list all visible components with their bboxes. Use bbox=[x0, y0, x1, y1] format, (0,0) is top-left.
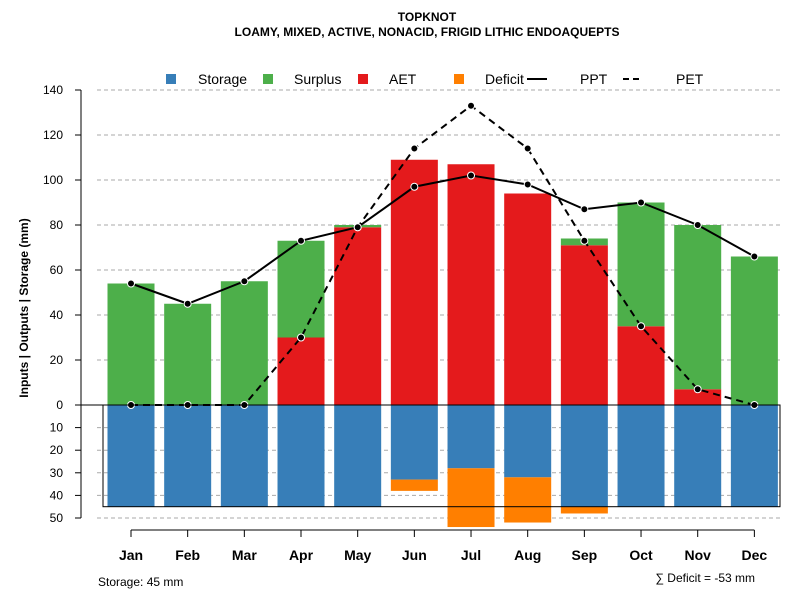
y-tick-label-140: 140 bbox=[43, 83, 63, 97]
legend-swatch-aet bbox=[358, 74, 368, 84]
bar-deficit-Sep bbox=[560, 506, 608, 514]
bar-aet-Jun bbox=[390, 159, 438, 405]
bar-aet-Aug bbox=[504, 193, 552, 405]
ppt-point-Aug bbox=[523, 180, 532, 189]
y-tick-label-40: 40 bbox=[50, 308, 64, 322]
pet-point-May bbox=[353, 223, 362, 232]
bar-deficit-Jun bbox=[390, 479, 438, 491]
legend-label-surplus: Surplus bbox=[294, 71, 341, 87]
bar-aet-Apr bbox=[277, 337, 325, 405]
x-tick-label-Jul: Jul bbox=[461, 547, 481, 563]
ppt-point-Dec bbox=[750, 252, 759, 261]
bar-aet-Nov bbox=[674, 389, 722, 405]
bar-aet-Jul bbox=[447, 164, 495, 405]
bar-surplus-Jan bbox=[107, 283, 155, 405]
x-tick-label-Apr: Apr bbox=[289, 547, 314, 563]
bar-deficit-Aug bbox=[504, 477, 552, 523]
ppt-point-Jul bbox=[467, 171, 476, 180]
bar-deficit-Jul bbox=[447, 468, 495, 528]
bar-storage-Dec bbox=[730, 405, 778, 507]
pet-point-Apr bbox=[297, 333, 306, 342]
y-tick-label-lower-10: 10 bbox=[50, 421, 64, 435]
ppt-line bbox=[130, 174, 755, 305]
series-lines bbox=[127, 101, 759, 409]
x-tick-label-Aug: Aug bbox=[514, 547, 541, 563]
y-axis-label: Inputs | Outputs | Storage (mm) bbox=[17, 218, 31, 397]
x-tick-label-Feb: Feb bbox=[175, 547, 200, 563]
x-tick-label-Mar: Mar bbox=[232, 547, 257, 563]
legend: Storage Surplus AET Deficit PPT PET bbox=[166, 71, 704, 87]
bar-storage-Mar bbox=[220, 405, 268, 507]
ppt-point-Oct bbox=[637, 198, 646, 207]
bar-storage-Jul bbox=[447, 405, 495, 469]
bar-surplus-Feb bbox=[164, 303, 212, 405]
legend-label-storage: Storage bbox=[198, 71, 247, 87]
x-tick-label-Jan: Jan bbox=[119, 547, 143, 563]
x-tick-label-Nov: Nov bbox=[684, 547, 711, 563]
bar-surplus-Mar bbox=[220, 281, 268, 405]
y-tick-label-120: 120 bbox=[43, 128, 63, 142]
legend-label-ppt: PPT bbox=[580, 71, 608, 87]
bar-aet-Oct bbox=[617, 326, 665, 405]
y-tick-label-0: 0 bbox=[56, 398, 63, 412]
ppt-point-Mar bbox=[240, 277, 249, 286]
bars bbox=[107, 159, 778, 528]
y-tick-label-100: 100 bbox=[43, 173, 63, 187]
legend-label-aet: AET bbox=[389, 71, 417, 87]
bar-surplus-Dec bbox=[730, 256, 778, 405]
bar-storage-Jan bbox=[107, 405, 155, 507]
pet-point-Nov bbox=[693, 385, 702, 394]
bar-aet-Sep bbox=[560, 245, 608, 405]
bar-surplus-Nov bbox=[674, 225, 722, 390]
x-tick-label-May: May bbox=[344, 547, 371, 563]
storage-note: Storage: 45 mm bbox=[98, 575, 183, 589]
bar-storage-Nov bbox=[674, 405, 722, 507]
chart-title: TOPKNOT bbox=[398, 10, 457, 24]
bar-storage-Aug bbox=[504, 405, 552, 478]
y-tick-label-60: 60 bbox=[50, 263, 64, 277]
bar-storage-Sep bbox=[560, 405, 608, 507]
bar-storage-Oct bbox=[617, 405, 665, 507]
bar-surplus-Apr bbox=[277, 240, 325, 338]
pet-point-Oct bbox=[637, 322, 646, 331]
y-tick-label-lower-20: 20 bbox=[50, 443, 64, 457]
y-tick-label-lower-50: 50 bbox=[50, 511, 64, 525]
legend-label-deficit: Deficit bbox=[485, 71, 524, 87]
pet-point-Sep bbox=[580, 236, 589, 245]
chart-subtitle: LOAMY, MIXED, ACTIVE, NONACID, FRIGID LI… bbox=[235, 25, 620, 39]
bar-aet-May bbox=[334, 227, 382, 405]
ppt-point-Jun bbox=[410, 182, 419, 191]
x-tick-label-Dec: Dec bbox=[742, 547, 768, 563]
legend-label-pet: PET bbox=[676, 71, 704, 87]
legend-swatch-surplus bbox=[263, 74, 273, 84]
y-tick-label-lower-30: 30 bbox=[50, 466, 64, 480]
y-tick-label-lower-40: 40 bbox=[50, 488, 64, 502]
legend-swatch-storage bbox=[166, 74, 176, 84]
bar-storage-Apr bbox=[277, 405, 325, 507]
ppt-point-Sep bbox=[580, 205, 589, 214]
ppt-point-Apr bbox=[297, 236, 306, 245]
ppt-point-Feb bbox=[183, 299, 192, 308]
x-tick-label-Jun: Jun bbox=[402, 547, 427, 563]
x-tick-label-Oct: Oct bbox=[629, 547, 653, 563]
bar-storage-Feb bbox=[164, 405, 212, 507]
pet-point-Jul bbox=[467, 101, 476, 110]
pet-line bbox=[131, 104, 755, 406]
bar-surplus-Oct bbox=[617, 202, 665, 327]
ppt-point-Nov bbox=[693, 221, 702, 229]
axes: 140 120 100 80 60 40 20 0 10 20 30 40 50 Jan Feb Mar Apr… bbox=[43, 83, 781, 563]
bar-storage-May bbox=[334, 405, 382, 507]
y-tick-label-20: 20 bbox=[50, 353, 64, 367]
y-tick-label-80: 80 bbox=[50, 218, 64, 232]
ppt-point-Jan bbox=[127, 279, 135, 288]
pet-point-Aug bbox=[523, 144, 532, 153]
x-tick-label-Sep: Sep bbox=[572, 547, 598, 563]
bar-storage-Jun bbox=[390, 405, 438, 480]
legend-swatch-deficit bbox=[454, 74, 464, 84]
deficit-total: ∑ Deficit = -53 mm bbox=[655, 571, 755, 585]
pet-point-Jun bbox=[410, 144, 419, 153]
